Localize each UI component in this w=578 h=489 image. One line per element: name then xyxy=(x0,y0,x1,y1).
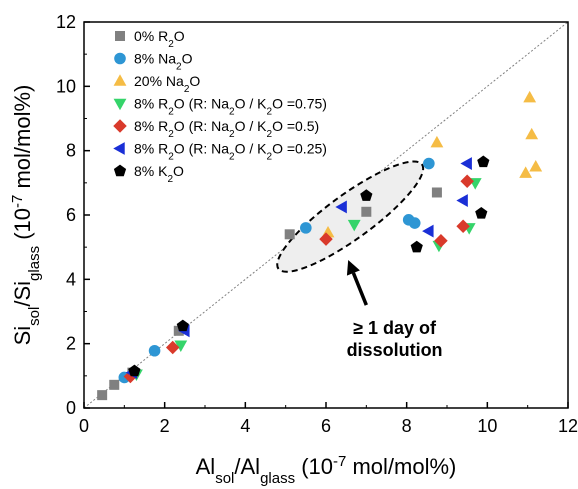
data-point xyxy=(176,319,189,332)
data-point xyxy=(431,187,442,198)
data-point xyxy=(523,90,537,103)
legend-label: 8% R2O (R: Na2O / K2O =0.25) xyxy=(134,141,327,163)
data-point xyxy=(423,157,435,170)
y-axis-title: Sisol/Siglass (10-7 mol/mol%) xyxy=(9,85,43,346)
plot-area xyxy=(83,21,569,409)
dissolution-ellipse xyxy=(276,160,425,273)
data-point xyxy=(109,379,120,390)
data-point xyxy=(456,194,468,207)
y-tick-label: 10 xyxy=(56,76,76,96)
data-point xyxy=(319,232,333,246)
y-tick-label: 6 xyxy=(66,205,76,225)
annotation-text: dissolution xyxy=(347,340,443,360)
axis-ticks: 0 2 4 6 8 10 12 0 2 4 6 8 10 12 xyxy=(56,12,578,436)
data-point xyxy=(361,206,372,217)
y-tick-label: 12 xyxy=(56,12,76,32)
x-tick-label: 10 xyxy=(477,416,497,436)
data-point xyxy=(97,390,108,401)
data-points xyxy=(97,90,543,401)
y-tick-label: 8 xyxy=(66,141,76,161)
data-point xyxy=(434,233,448,248)
y-tick-label: 0 xyxy=(66,398,76,418)
annotation-text: ≥ 1 day of xyxy=(353,318,437,338)
data-point xyxy=(460,174,474,188)
data-point xyxy=(347,219,361,232)
legend-label: 8% Na2O xyxy=(134,51,193,73)
legend-marker xyxy=(113,98,127,111)
legend-marker xyxy=(113,119,127,133)
legend-label: 0% R2O xyxy=(134,28,185,50)
data-point xyxy=(477,155,490,168)
y-tick-label: 2 xyxy=(66,334,76,354)
data-point xyxy=(174,340,188,353)
legend-marker xyxy=(113,74,127,86)
legend-label: 20% Na2O xyxy=(134,73,200,95)
data-point xyxy=(456,219,470,234)
x-axis-title: Alsol/Alglass (10-7 mol/mol%) xyxy=(196,453,457,487)
annotation-arrow-shaft xyxy=(351,272,368,306)
data-point xyxy=(335,200,347,214)
data-point xyxy=(519,166,533,178)
data-point xyxy=(525,127,539,140)
data-point xyxy=(460,157,472,170)
legend-marker xyxy=(113,142,125,155)
data-point xyxy=(148,344,161,357)
x-tick-label: 0 xyxy=(79,416,89,436)
series-1 xyxy=(118,157,435,384)
x-tick-label: 4 xyxy=(240,416,250,436)
y-tick-label: 4 xyxy=(66,269,76,289)
data-point xyxy=(529,160,543,172)
data-point xyxy=(422,224,434,238)
x-tick-label: 12 xyxy=(558,416,578,436)
data-point xyxy=(165,340,180,355)
series-6 xyxy=(128,155,490,377)
legend-marker xyxy=(115,31,125,41)
x-tick-label: 2 xyxy=(160,416,170,436)
data-point xyxy=(128,364,141,377)
data-point xyxy=(408,217,421,229)
data-point xyxy=(300,222,312,234)
legend-label: 8% R2O (R: Na2O / K2O =0.5) xyxy=(134,118,319,140)
x-tick-label: 8 xyxy=(402,416,412,436)
legend-marker xyxy=(114,52,126,65)
legend-marker xyxy=(113,164,127,177)
data-point xyxy=(475,206,488,219)
x-tick-label: 6 xyxy=(321,416,331,436)
annotation-arrow-head xyxy=(346,260,360,276)
data-point xyxy=(430,135,444,148)
data-point xyxy=(284,229,295,240)
legend-label: 8% R2O (R: Na2O / K2O =0.75) xyxy=(134,96,327,118)
legend-label: 8% K2O xyxy=(134,163,184,185)
data-point xyxy=(410,240,423,253)
data-point xyxy=(360,189,373,201)
